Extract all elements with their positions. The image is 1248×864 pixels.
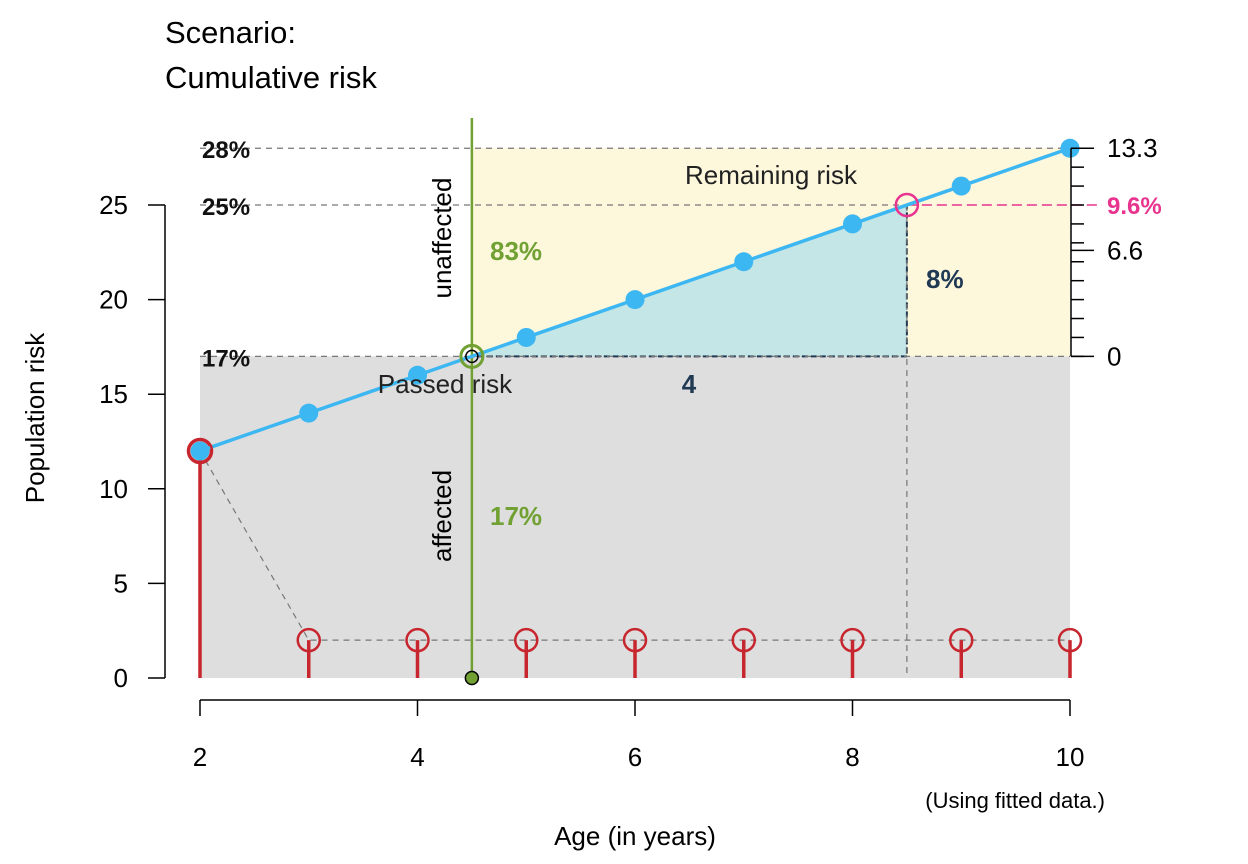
annual-risk-point — [514, 627, 539, 653]
y-tick-label: 10 — [99, 474, 128, 504]
annual-risk-point — [949, 627, 974, 653]
annual-risk-point — [296, 627, 321, 653]
passed-risk-area — [200, 356, 1070, 678]
unaffected-percent-label: 83% — [490, 236, 542, 266]
cumulative-risk-point — [190, 441, 210, 461]
x-axis-label: Age (in years) — [554, 821, 716, 851]
current-risk-ring — [459, 343, 485, 369]
x-tick-label: 6 — [628, 742, 642, 772]
affected-label: affected — [427, 470, 457, 562]
risk-percent-label: 25% — [202, 194, 250, 221]
x-tick-label: 2 — [193, 742, 207, 772]
data-note: (Using fitted data.) — [925, 788, 1105, 813]
start-risk-ring — [186, 437, 214, 465]
affected-percent-label: 17% — [490, 501, 542, 531]
chart-title-line-2: Cumulative risk — [165, 60, 377, 95]
unaffected-label: unaffected — [427, 178, 457, 299]
x-tick-label: 8 — [845, 742, 859, 772]
annual-risk-point — [405, 627, 430, 653]
x-tick-label: 4 — [410, 742, 424, 772]
right-tick-label: 0 — [1107, 341, 1121, 371]
annual-risk-point — [840, 627, 865, 653]
y-axis-label: Population risk — [20, 332, 50, 504]
annual-risk-point — [1057, 627, 1083, 653]
target-risk-ring — [894, 192, 920, 218]
y-tick-label: 5 — [114, 568, 128, 598]
current-age-marker — [464, 670, 480, 686]
risk-percent-label: 28% — [202, 137, 250, 164]
annual-risk-point — [731, 627, 756, 653]
cumulative-risk-point — [951, 176, 971, 196]
delta-years-label: 4 — [682, 369, 697, 399]
x-tick-label: 10 — [1056, 742, 1085, 772]
right-tick-label: 6.6 — [1107, 235, 1143, 265]
right-tick-label: 13.3 — [1107, 133, 1158, 163]
cumulative-risk-point — [843, 214, 862, 234]
current-risk-dot — [465, 349, 479, 364]
delta-risk-label: 8% — [926, 264, 964, 294]
y-tick-label: 25 — [99, 190, 128, 220]
cumulative-risk-point — [516, 327, 536, 347]
chart-title-line-1: Scenario: — [165, 15, 296, 50]
cumulative-risk-point — [1060, 138, 1080, 158]
cumulative-risk-point — [408, 365, 427, 385]
cumulative-risk-point — [299, 403, 319, 423]
y-tick-label: 20 — [99, 285, 128, 315]
cumulative-risk-point — [734, 252, 754, 272]
risk-percent-label: 17% — [202, 345, 250, 372]
y-tick-label: 15 — [99, 379, 128, 409]
right-axis-highlight-label: 9.6% — [1107, 193, 1162, 220]
cumulative-risk-point — [625, 290, 645, 310]
passed-risk-label: Passed risk — [378, 369, 513, 399]
remaining-risk-label: Remaining risk — [685, 160, 858, 190]
y-tick-label: 0 — [114, 663, 128, 693]
annual-risk-point — [622, 627, 648, 653]
